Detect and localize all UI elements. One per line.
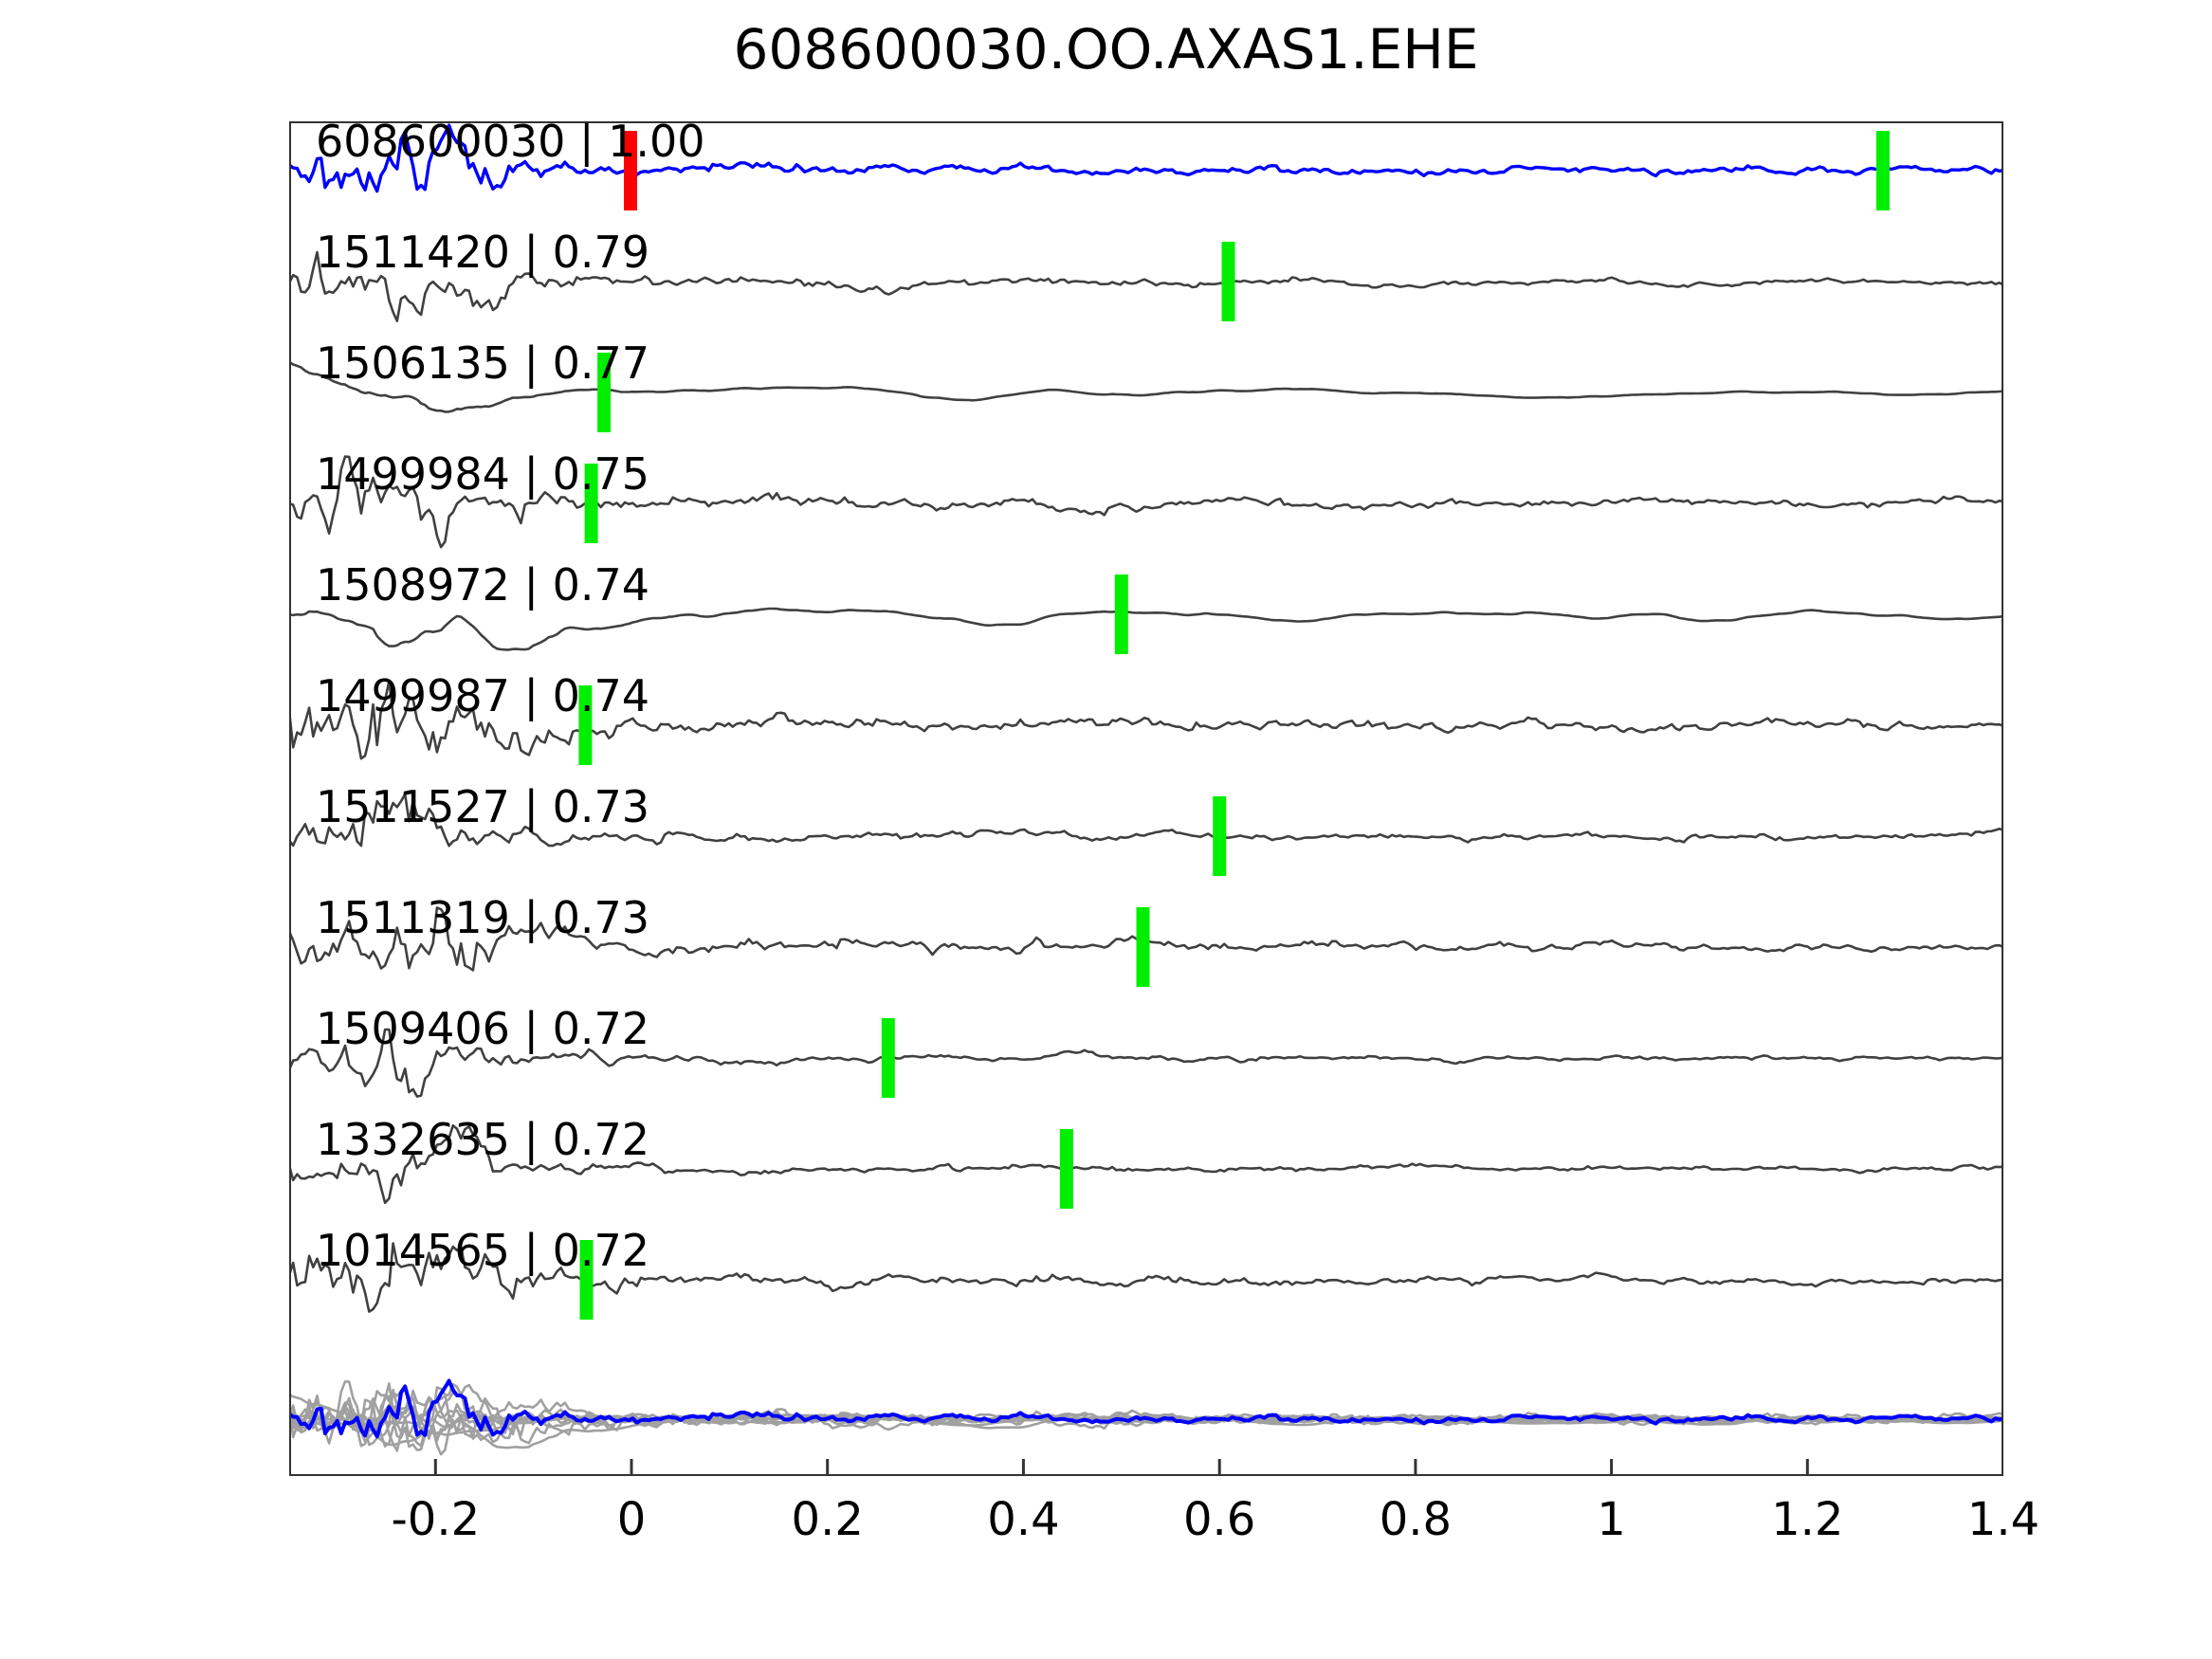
waveform-trace-1332635 bbox=[289, 1123, 2003, 1205]
xtick-label: 1 bbox=[1597, 1493, 1626, 1546]
trace-label-1508972: 1508972 | 0.74 bbox=[316, 559, 650, 611]
xtick-label: -0.2 bbox=[391, 1493, 481, 1546]
pick-marker-1511527 bbox=[1213, 796, 1227, 876]
pick-marker-1499987 bbox=[578, 685, 593, 765]
waveform-trace-1506135 bbox=[289, 360, 2003, 413]
waveform-trace-1014565 bbox=[289, 1242, 2003, 1313]
pick-marker-1511319 bbox=[1136, 907, 1150, 987]
trace-label-1014565: 1014565 | 0.72 bbox=[316, 1225, 650, 1276]
trace-label-1511319: 1511319 | 0.73 bbox=[316, 892, 650, 943]
pick-marker-608600030 bbox=[1875, 131, 1890, 210]
pick-marker-1508972 bbox=[1114, 574, 1128, 654]
xticks-group bbox=[433, 1459, 2003, 1475]
xtick-label: 1.2 bbox=[1771, 1493, 1844, 1546]
pick-marker-608600030-template bbox=[624, 131, 637, 210]
pick-marker-1499984 bbox=[584, 464, 598, 543]
trace-label-1511420: 1511420 | 0.79 bbox=[316, 227, 650, 278]
trace-label-1506135: 1506135 | 0.77 bbox=[316, 337, 650, 389]
pick-marker-1511420 bbox=[1221, 242, 1235, 321]
pick-marker-1332635 bbox=[1059, 1129, 1073, 1209]
page-title: 608600030.OO.AXAS1.EHE bbox=[733, 17, 1479, 82]
xtick-label: 0.6 bbox=[1182, 1493, 1256, 1546]
xtick-label: 1.4 bbox=[1966, 1493, 2040, 1546]
waveform-trace-1509406 bbox=[289, 1028, 2003, 1098]
waveform-trace-1511420 bbox=[289, 250, 2003, 322]
waveform-trace-1511527 bbox=[289, 793, 2003, 848]
xtick-label: 0 bbox=[616, 1493, 647, 1546]
waveform-trace-608600030 bbox=[289, 123, 2003, 193]
pick-marker-1506135 bbox=[597, 353, 612, 432]
picks-group bbox=[578, 131, 1890, 1320]
xtick-label: 0.8 bbox=[1379, 1493, 1453, 1546]
trace-label-1499984: 1499984 | 0.75 bbox=[316, 448, 650, 500]
waveform-trace-1499987 bbox=[289, 679, 2003, 760]
stack-overlay-trace-608600030 bbox=[289, 1378, 2003, 1439]
trace-label-1511527: 1511527 | 0.73 bbox=[316, 781, 650, 832]
pick-marker-1509406 bbox=[881, 1018, 895, 1098]
axes-frame bbox=[289, 121, 2003, 1476]
plot-area bbox=[289, 121, 2003, 1476]
waveform-plot-svg bbox=[289, 121, 2003, 1476]
pick-marker-1014565 bbox=[579, 1240, 594, 1320]
trace-label-1332635: 1332635 | 0.72 bbox=[316, 1114, 650, 1165]
trace-label-1509406: 1509406 | 0.72 bbox=[316, 1003, 650, 1054]
waveform-trace-1508972 bbox=[289, 607, 2003, 651]
trace-label-1499987: 1499987 | 0.74 bbox=[316, 670, 650, 721]
xtick-label: 0.2 bbox=[791, 1493, 864, 1546]
xtick-label: 0.4 bbox=[987, 1493, 1060, 1546]
trace-label-608600030: 608600030 | 1.00 bbox=[316, 116, 705, 167]
waveform-trace-1499984 bbox=[289, 455, 2003, 549]
